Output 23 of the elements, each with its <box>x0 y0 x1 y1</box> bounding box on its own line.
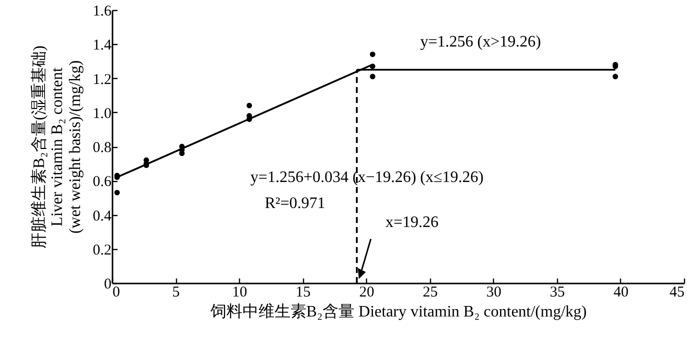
y-tick-label: 0.4 <box>92 208 112 224</box>
x-tick-label: 20 <box>359 284 374 300</box>
x-tick-label: 25 <box>422 284 438 300</box>
annotation: x=19.26 <box>385 214 439 231</box>
x-tick-label: 40 <box>613 284 628 300</box>
annotation: y=1.256+0.034 (x−19.26) (x≤19.26) <box>250 169 484 186</box>
annotation: y=1.256 (x>19.26) <box>420 34 541 51</box>
x-tick-label: 15 <box>296 284 311 300</box>
x-axis-title: 饲料中维生素B₂含量 Dietary vitamin B₂ content/(mg/kg) <box>209 302 587 320</box>
y-tick-label: 0.6 <box>92 174 112 190</box>
x-tick-label: 5 <box>172 284 180 300</box>
y-tick-label: 1.4 <box>92 38 112 54</box>
x-tick-label: 30 <box>486 284 502 300</box>
x-tick-label: 45 <box>670 284 684 300</box>
y-tick-label: 1.2 <box>92 72 112 88</box>
x-tick-label: 10 <box>232 284 248 300</box>
y-tick-label: 0.8 <box>92 140 112 156</box>
x-tick-label: 35 <box>550 284 565 300</box>
y-tick-label: 1.0 <box>92 106 112 122</box>
y-tick-label: 0.2 <box>92 242 112 258</box>
annotation: R²=0.971 <box>264 195 326 212</box>
y-axis-title: 肝脏维生素B₂含量(湿重基础) Liver vitamin B₂ content (wet weight basis)/(mg/kg) <box>30 46 84 248</box>
y-tick-label: 1.6 <box>92 4 112 20</box>
